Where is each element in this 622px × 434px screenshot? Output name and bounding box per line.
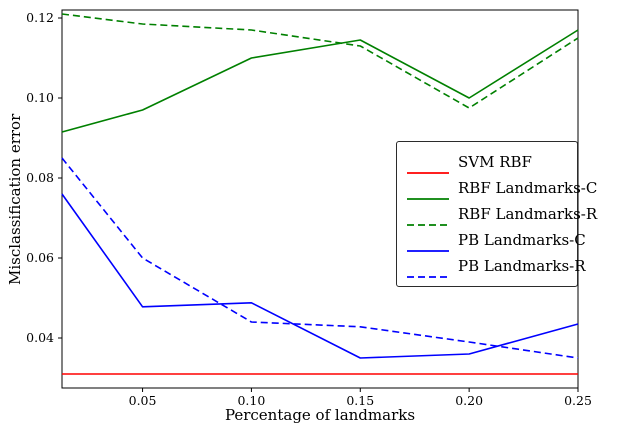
plot-frame — [61, 9, 579, 389]
legend-entry: SVM RBF — [407, 149, 567, 175]
legend-entry: PB Landmarks-R — [407, 253, 586, 279]
x-tick-label: 0.20 — [455, 393, 483, 408]
legend: SVM RBF RBF Landmarks-C RBF Landmarks-R PB … — [396, 141, 597, 287]
legend-line-sample — [407, 238, 449, 252]
series-line-pb-landmarks-r — [61, 157, 579, 359]
series-line-rbf-landmarks-r — [61, 13, 579, 109]
y-axis-title: Misclassification error — [6, 113, 24, 285]
legend-entry: PB Landmarks-C — [407, 227, 586, 253]
legend-label: SVM RBF — [458, 153, 532, 171]
series-line-rbf-landmarks-c — [61, 29, 579, 133]
legend-line-sample — [407, 212, 449, 226]
legend-label: PB Landmarks-C — [458, 231, 586, 249]
legend-line-sample — [407, 186, 449, 200]
y-tick-label: 0.06 — [26, 250, 54, 265]
series-line-pb-landmarks-c — [61, 193, 579, 359]
x-tick-label: 0.15 — [346, 393, 374, 408]
legend-label: RBF Landmarks-C — [458, 179, 598, 197]
y-tick-label: 0.08 — [26, 170, 54, 185]
x-axis-title: Percentage of landmarks — [224, 406, 416, 424]
x-tick-label: 0.05 — [129, 393, 157, 408]
legend-line-sample — [407, 264, 449, 278]
y-tick-label: 0.10 — [26, 90, 54, 105]
y-tick-label: 0.04 — [26, 330, 54, 345]
legend-entry: RBF Landmarks-C — [407, 175, 597, 201]
y-tick-label: 0.12 — [26, 10, 54, 25]
x-tick-label: 0.10 — [237, 393, 265, 408]
legend-label: RBF Landmarks-R — [458, 205, 598, 223]
x-tick-label: 0.25 — [564, 393, 592, 408]
legend-entry: RBF Landmarks-R — [407, 201, 597, 227]
legend-label: PB Landmarks-R — [458, 257, 586, 275]
legend-line-sample — [407, 160, 449, 174]
